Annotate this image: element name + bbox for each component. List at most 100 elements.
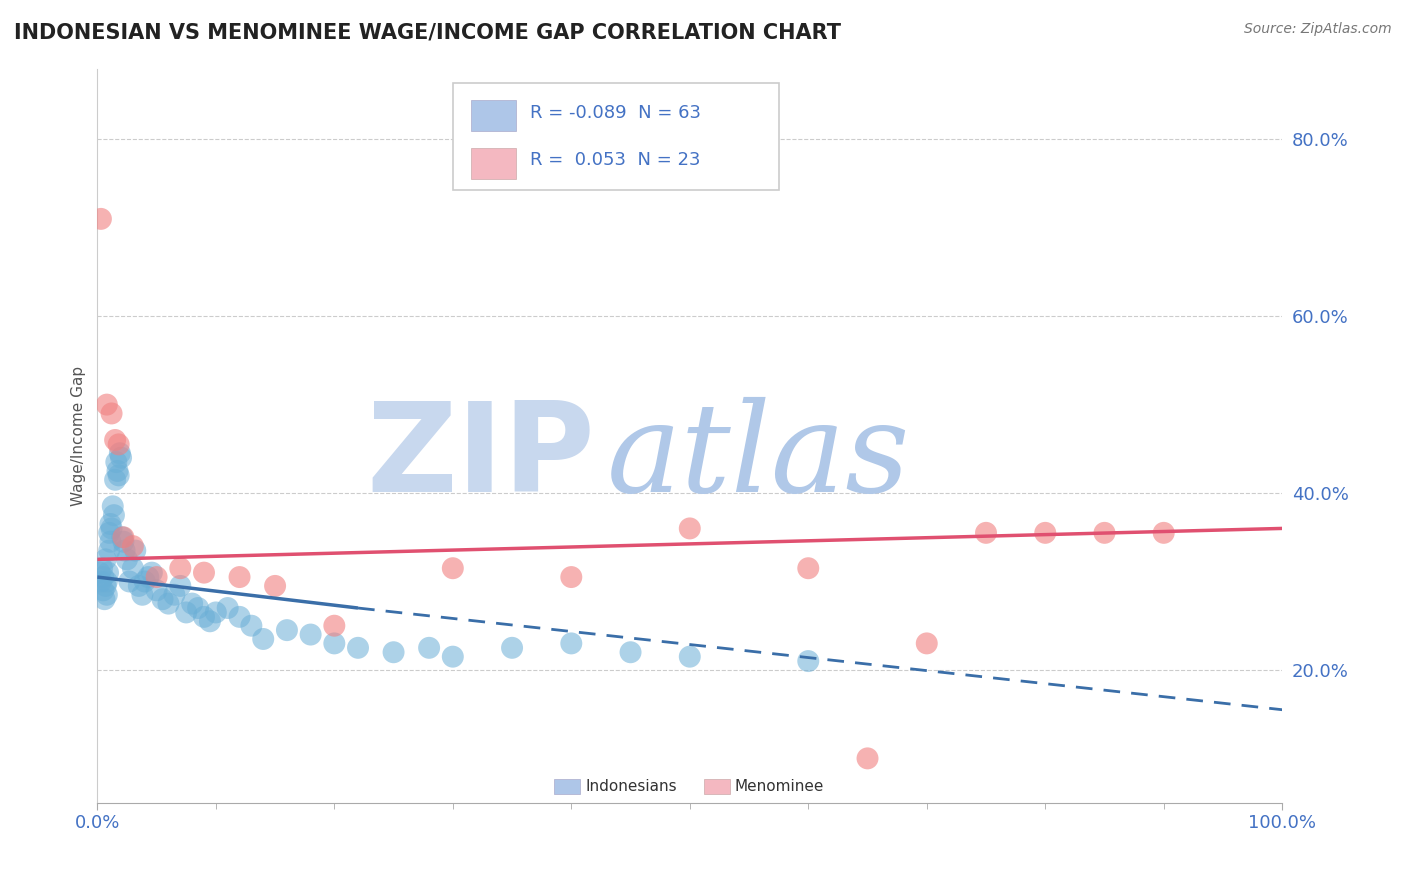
Point <box>100 407 122 421</box>
Point <box>105 455 128 469</box>
Point <box>205 606 228 620</box>
Point <box>187 601 209 615</box>
Text: atlas: atlas <box>607 397 910 518</box>
Point <box>915 636 938 650</box>
Point <box>174 606 197 620</box>
Point <box>1033 525 1056 540</box>
Point <box>108 446 131 460</box>
Point <box>228 570 250 584</box>
Point <box>323 618 346 632</box>
FancyBboxPatch shape <box>704 779 730 794</box>
Point <box>797 654 820 668</box>
Point <box>118 574 141 589</box>
Point <box>124 543 146 558</box>
Point <box>91 583 114 598</box>
Text: R = -0.089  N = 63: R = -0.089 N = 63 <box>530 103 700 121</box>
Point <box>560 636 582 650</box>
Point <box>97 566 120 580</box>
Point <box>122 561 145 575</box>
Point <box>228 610 250 624</box>
Point <box>141 566 163 580</box>
FancyBboxPatch shape <box>471 148 516 178</box>
Point <box>418 640 440 655</box>
Point <box>100 516 122 531</box>
Point <box>100 521 122 535</box>
Point <box>797 561 820 575</box>
Point <box>94 552 117 566</box>
Point <box>89 566 111 580</box>
Point <box>96 398 118 412</box>
Point <box>110 450 132 465</box>
Point <box>1153 525 1175 540</box>
Point <box>136 570 159 584</box>
Point <box>217 601 239 615</box>
Point <box>157 597 180 611</box>
Point <box>104 433 127 447</box>
Point <box>198 615 221 629</box>
Point <box>1094 525 1116 540</box>
Point <box>103 508 125 523</box>
Point <box>91 561 114 575</box>
Point <box>145 583 167 598</box>
Point <box>100 534 122 549</box>
Point <box>152 592 174 607</box>
Point <box>91 570 114 584</box>
Point <box>163 588 186 602</box>
Point <box>299 627 322 641</box>
Point <box>276 623 298 637</box>
Point <box>131 588 153 602</box>
Point <box>169 579 191 593</box>
Point <box>90 574 112 589</box>
Point <box>382 645 405 659</box>
Point <box>679 649 702 664</box>
Point <box>441 649 464 664</box>
Point <box>169 561 191 575</box>
Point <box>134 574 156 589</box>
Point <box>107 464 129 478</box>
Point <box>93 592 115 607</box>
Point <box>114 543 136 558</box>
Point <box>679 521 702 535</box>
Point <box>98 543 121 558</box>
Point <box>96 588 118 602</box>
Point <box>98 525 121 540</box>
Point <box>252 632 274 646</box>
Point <box>107 468 129 483</box>
Text: Source: ZipAtlas.com: Source: ZipAtlas.com <box>1244 22 1392 37</box>
Point <box>974 525 997 540</box>
Point <box>107 437 129 451</box>
Point <box>264 579 287 593</box>
Point <box>90 211 112 226</box>
Point <box>501 640 523 655</box>
Point <box>94 579 117 593</box>
Point <box>111 530 134 544</box>
Point <box>347 640 370 655</box>
FancyBboxPatch shape <box>471 100 516 131</box>
FancyBboxPatch shape <box>554 779 579 794</box>
Point <box>104 473 127 487</box>
Text: Menominee: Menominee <box>735 779 824 794</box>
Point <box>122 539 145 553</box>
Y-axis label: Wage/Income Gap: Wage/Income Gap <box>72 366 86 506</box>
Point <box>112 530 135 544</box>
Point <box>560 570 582 584</box>
Point <box>856 751 879 765</box>
Text: Indonesians: Indonesians <box>585 779 678 794</box>
Point <box>619 645 641 659</box>
Text: R =  0.053  N = 23: R = 0.053 N = 23 <box>530 152 700 169</box>
Point <box>240 618 263 632</box>
Point <box>323 636 346 650</box>
FancyBboxPatch shape <box>453 83 779 190</box>
Point <box>128 579 150 593</box>
Point <box>96 574 118 589</box>
Point <box>193 610 215 624</box>
Point <box>193 566 215 580</box>
Point <box>112 534 135 549</box>
Point <box>101 500 124 514</box>
Point <box>115 552 138 566</box>
Point <box>181 597 204 611</box>
Point <box>441 561 464 575</box>
Point <box>145 570 167 584</box>
Text: ZIP: ZIP <box>366 397 595 518</box>
Text: INDONESIAN VS MENOMINEE WAGE/INCOME GAP CORRELATION CHART: INDONESIAN VS MENOMINEE WAGE/INCOME GAP … <box>14 22 841 42</box>
